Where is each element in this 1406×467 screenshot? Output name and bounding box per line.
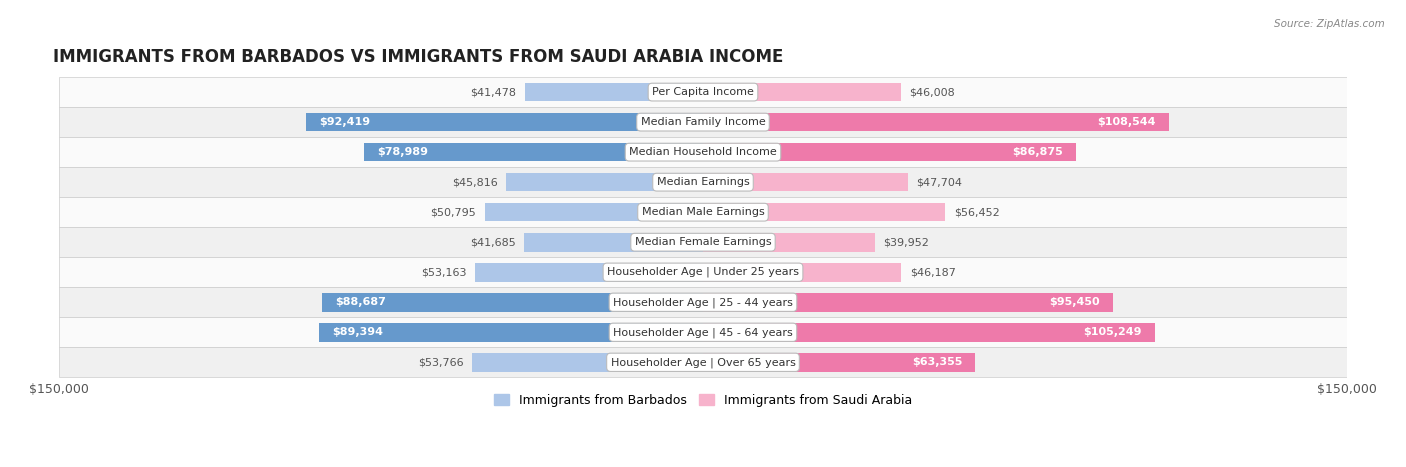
Bar <box>703 323 1154 341</box>
Bar <box>524 233 703 252</box>
Bar <box>59 227 1347 257</box>
Text: $86,875: $86,875 <box>1012 147 1063 157</box>
Text: Source: ZipAtlas.com: Source: ZipAtlas.com <box>1274 19 1385 28</box>
Bar <box>703 233 875 252</box>
Text: $53,766: $53,766 <box>418 357 464 368</box>
Text: $45,816: $45,816 <box>451 177 498 187</box>
Bar <box>703 263 901 282</box>
Bar <box>506 173 703 191</box>
Text: Householder Age | 45 - 64 years: Householder Age | 45 - 64 years <box>613 327 793 338</box>
Bar <box>524 83 703 101</box>
Text: IMMIGRANTS FROM BARBADOS VS IMMIGRANTS FROM SAUDI ARABIA INCOME: IMMIGRANTS FROM BARBADOS VS IMMIGRANTS F… <box>52 48 783 66</box>
Bar <box>703 83 900 101</box>
Text: $41,478: $41,478 <box>471 87 516 97</box>
Text: Median Female Earnings: Median Female Earnings <box>634 237 772 247</box>
Bar <box>322 293 703 311</box>
Text: $46,008: $46,008 <box>910 87 955 97</box>
Bar <box>472 353 703 372</box>
Text: Median Household Income: Median Household Income <box>628 147 778 157</box>
Text: Per Capita Income: Per Capita Income <box>652 87 754 97</box>
Text: Householder Age | Over 65 years: Householder Age | Over 65 years <box>610 357 796 368</box>
Text: $105,249: $105,249 <box>1084 327 1142 337</box>
Bar <box>703 353 974 372</box>
Text: Median Male Earnings: Median Male Earnings <box>641 207 765 217</box>
Text: Householder Age | 25 - 44 years: Householder Age | 25 - 44 years <box>613 297 793 307</box>
Text: $95,450: $95,450 <box>1049 297 1099 307</box>
Bar <box>485 203 703 221</box>
Text: $89,394: $89,394 <box>332 327 382 337</box>
Bar <box>703 203 945 221</box>
Text: $63,355: $63,355 <box>911 357 962 368</box>
Bar <box>475 263 703 282</box>
Text: $53,163: $53,163 <box>420 267 467 277</box>
Text: $39,952: $39,952 <box>883 237 929 247</box>
Bar <box>59 317 1347 347</box>
Bar <box>59 167 1347 197</box>
Text: $88,687: $88,687 <box>335 297 387 307</box>
Text: $47,704: $47,704 <box>917 177 962 187</box>
Text: $46,187: $46,187 <box>910 267 956 277</box>
Text: $92,419: $92,419 <box>319 117 370 127</box>
Bar <box>319 323 703 341</box>
Bar <box>59 77 1347 107</box>
Bar <box>703 173 908 191</box>
Text: $108,544: $108,544 <box>1098 117 1156 127</box>
Bar <box>703 293 1112 311</box>
Text: $50,795: $50,795 <box>430 207 477 217</box>
Bar <box>59 107 1347 137</box>
Bar <box>59 137 1347 167</box>
Text: Householder Age | Under 25 years: Householder Age | Under 25 years <box>607 267 799 277</box>
Text: Median Family Income: Median Family Income <box>641 117 765 127</box>
Bar <box>59 197 1347 227</box>
Bar <box>59 257 1347 287</box>
Bar <box>59 347 1347 377</box>
Bar <box>307 113 703 131</box>
Legend: Immigrants from Barbados, Immigrants from Saudi Arabia: Immigrants from Barbados, Immigrants fro… <box>489 389 917 412</box>
Bar <box>364 143 703 162</box>
Bar <box>703 143 1076 162</box>
Text: $41,685: $41,685 <box>470 237 516 247</box>
Text: $56,452: $56,452 <box>953 207 1000 217</box>
Text: Median Earnings: Median Earnings <box>657 177 749 187</box>
Bar <box>703 113 1168 131</box>
Bar <box>59 287 1347 317</box>
Text: $78,989: $78,989 <box>377 147 427 157</box>
